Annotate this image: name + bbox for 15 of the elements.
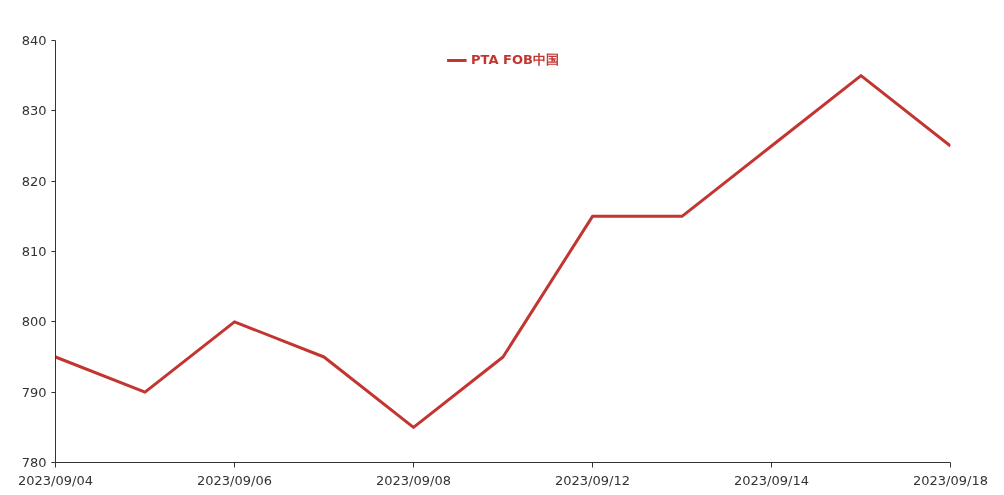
y-tick-label: 810 — [21, 244, 47, 259]
x-tick-label: 2023/09/18 — [913, 472, 988, 488]
y-tick-label: 800 — [21, 314, 47, 330]
line-series — [55, 74, 951, 429]
x-tick-label: 2023/09/08 — [376, 472, 451, 488]
x-tick-label: 2023/09/12 — [555, 472, 630, 488]
y-tick-label: 840 — [21, 33, 47, 48]
legend-label: PTA FOB中国 — [471, 51, 559, 69]
x-tick-label: 2023/09/14 — [734, 472, 809, 488]
y-tick-label: 780 — [21, 455, 47, 470]
x-tick-label: 2023/09/04 — [18, 472, 93, 488]
x-tick-label: 2023/09/06 — [197, 472, 272, 488]
y-tick-label: 820 — [21, 173, 47, 189]
y-tick-label: 830 — [21, 103, 47, 119]
y-tick-label: 790 — [21, 384, 47, 400]
